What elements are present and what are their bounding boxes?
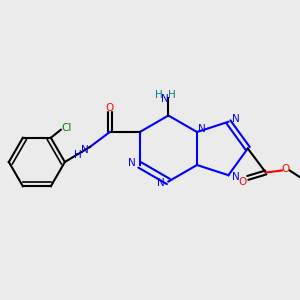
Text: O: O bbox=[282, 164, 290, 175]
Text: N: N bbox=[232, 172, 239, 182]
Text: Cl: Cl bbox=[62, 123, 72, 133]
Text: N: N bbox=[160, 94, 168, 103]
Text: N: N bbox=[198, 124, 206, 134]
Text: N: N bbox=[157, 178, 164, 188]
Text: N: N bbox=[128, 158, 136, 168]
Text: O: O bbox=[239, 177, 247, 187]
Text: H: H bbox=[74, 150, 82, 160]
Text: H: H bbox=[154, 89, 162, 100]
Text: O: O bbox=[106, 103, 114, 113]
Text: N: N bbox=[232, 114, 239, 124]
Text: H: H bbox=[167, 89, 175, 100]
Text: N: N bbox=[81, 145, 89, 155]
